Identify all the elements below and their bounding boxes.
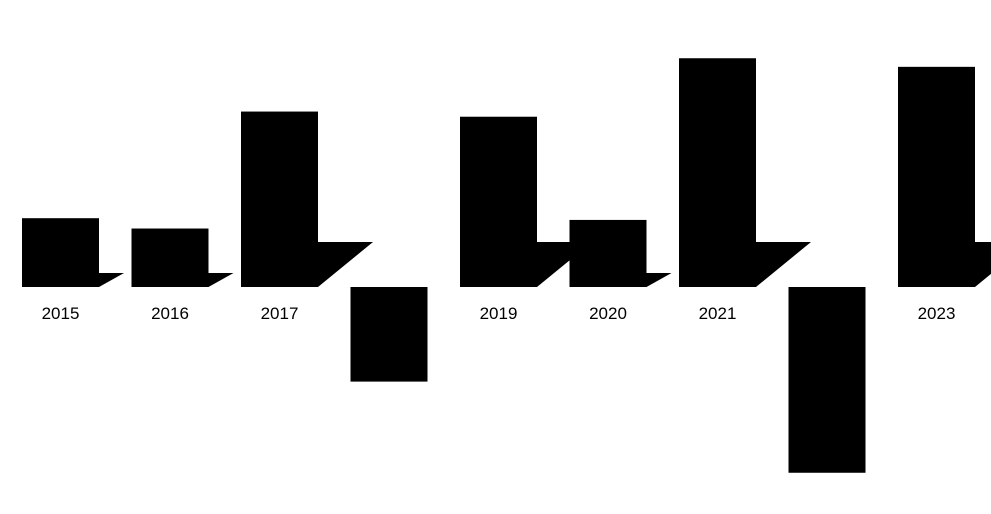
bar-2017 bbox=[241, 111, 318, 287]
bar-2015 bbox=[22, 218, 99, 287]
bar-2023 bbox=[898, 66, 975, 287]
x-tick-label: 2016 bbox=[151, 304, 189, 323]
x-tick-label: 2020 bbox=[589, 304, 627, 323]
bar-2018 bbox=[350, 287, 428, 382]
data-label: -5 1 bbox=[367, 350, 411, 371]
x-tick-label: 2023 bbox=[918, 304, 956, 323]
bar-shadow bbox=[646, 273, 672, 287]
bar-2021 bbox=[679, 58, 756, 287]
x-tick-label: 2017 bbox=[261, 304, 299, 323]
data-label: 10 64 bbox=[250, 128, 309, 149]
bar-shadow bbox=[208, 273, 234, 287]
bar-2022 bbox=[788, 287, 866, 473]
data-label: 4 9 bbox=[590, 236, 627, 257]
data-label: 10 04 bbox=[469, 133, 528, 154]
x-tick-label: 2021 bbox=[699, 304, 737, 323]
bar-2019 bbox=[460, 116, 537, 287]
bar-shadow bbox=[975, 242, 991, 287]
data-label: -1 45 bbox=[800, 441, 854, 462]
data-label: 13 82 bbox=[907, 83, 965, 104]
bar-shadow bbox=[318, 242, 373, 287]
data-label: 3 8 bbox=[152, 245, 189, 266]
data-label: 4 8 bbox=[42, 234, 79, 255]
bar-2020 bbox=[569, 219, 647, 287]
bar-2016 bbox=[131, 228, 209, 287]
x-tick-label: 2019 bbox=[480, 304, 518, 323]
bar-shadow bbox=[99, 273, 124, 287]
data-label: 13 94 bbox=[688, 74, 747, 95]
bar-shadow bbox=[756, 242, 811, 287]
x-tick-label: 2015 bbox=[42, 304, 80, 323]
